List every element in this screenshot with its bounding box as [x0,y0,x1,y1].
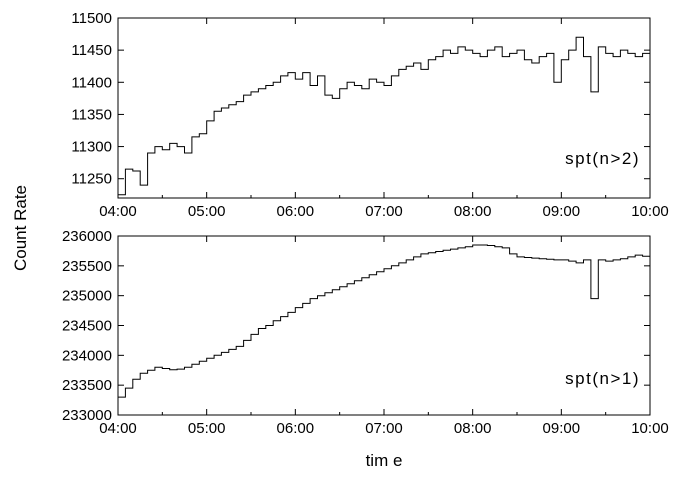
series-annotation: spt(n>1) [565,369,640,388]
y-tick-label: 234000 [62,347,112,364]
y-tick-label: 233000 [62,407,112,424]
x-tick-label: 06:00 [277,420,315,437]
plot-frame [117,235,651,416]
y-tick-label: 11500 [71,10,112,27]
y-axis-title: Count Rate [11,185,30,271]
series-line [118,36,651,196]
y-tick-label: 11450 [71,42,112,59]
y-tick-label: 233500 [62,377,112,394]
x-tick-label: 05:00 [188,420,226,437]
y-tick-label: 11300 [71,139,112,156]
x-tick-label: 09:00 [543,203,581,220]
y-tick-label: 11350 [71,106,112,123]
x-tick-label: 10:00 [631,203,669,220]
x-tick-label: 06:00 [277,203,315,220]
x-axis-title: tim e [366,451,403,470]
x-tick-label: 04:00 [99,420,137,437]
series-line [118,244,651,398]
x-tick-label: 07:00 [365,420,403,437]
x-tick-label: 10:00 [631,420,669,437]
plot-frame [117,17,651,199]
y-tick-label: 235000 [62,288,112,305]
y-tick-label: 11400 [71,74,112,91]
x-tick-label: 05:00 [188,203,226,220]
x-tick-label: 08:00 [454,203,492,220]
x-tick-label: 04:00 [99,203,137,220]
series-annotation: spt(n>2) [565,149,640,168]
x-tick-label: 07:00 [365,203,403,220]
top-panel: 04:00 05:00 06:00 07:00 08:00 09:00 10:00 11250… [71,10,668,220]
bottom-panel: 04:00 05:00 06:00 07:00 08:00 09:00 10:00 23300… [62,228,669,470]
y-tick-label: 235500 [62,258,112,275]
x-tick-label: 09:00 [543,420,581,437]
y-tick-label: 11250 [71,171,112,188]
y-tick-label: 236000 [62,228,112,245]
y-tick-label: 234500 [62,318,112,335]
x-tick-label: 08:00 [454,420,492,437]
